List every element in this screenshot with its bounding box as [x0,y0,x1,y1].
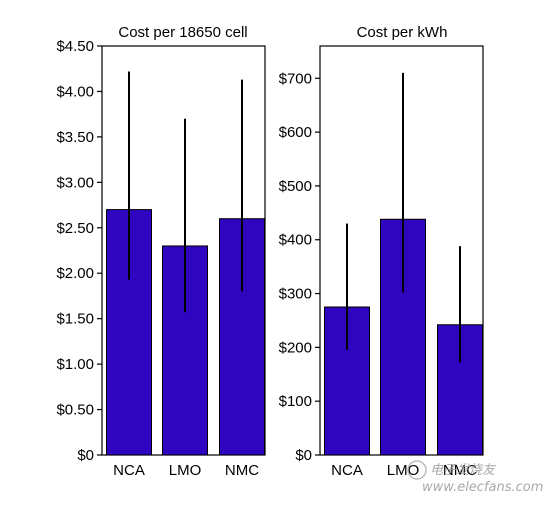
y-tick-label-kwh-cost: $600 [279,124,312,141]
chart-title-cell-cost: Cost per 18650 cell [118,24,247,41]
y-tick-label-cell-cost: $4.50 [56,38,94,55]
y-tick-label-cell-cost: $4.00 [56,83,94,100]
y-tick-label-cell-cost: $2.50 [56,220,94,237]
category-label-cell-cost-nmc: NMC [225,462,259,479]
watermark-logo-icon [407,460,427,480]
category-label-kwh-cost-nmc: NMC [443,462,477,479]
y-tick-label-cell-cost: $0 [77,447,94,464]
y-tick-label-cell-cost: $1.50 [56,311,94,328]
y-tick-label-kwh-cost: $200 [279,339,312,356]
y-tick-label-kwh-cost: $100 [279,393,312,410]
y-tick-label-kwh-cost: $700 [279,70,312,87]
y-tick-label-cell-cost: $3.50 [56,129,94,146]
chart-cell-cost: Cost per 18650 cell $0 $0.50 $1.00 $1.50 $2.… [56,24,266,479]
category-label-cell-cost-lmo: LMO [169,462,202,479]
y-tick-label-kwh-cost: $500 [279,178,312,195]
y-tick-label-cell-cost: $2.00 [56,265,94,282]
y-tick-label-kwh-cost: $0 [295,447,312,464]
watermark-logo-text: 电子发烧友 [430,463,497,478]
chart-title-kwh-cost: Cost per kWh [357,24,448,41]
y-tick-label-cell-cost: $1.00 [56,356,94,373]
category-label-cell-cost-nca: NCA [113,462,145,479]
y-tick-label-kwh-cost: $400 [279,232,312,249]
y-tick-label-cell-cost: $0.50 [56,402,94,419]
chart-kwh-cost: Cost per kWh $0 $100 $200 $300 $400 $500 $600 $… [279,24,484,479]
watermark: 电子发烧友 www.elecfans.com [407,460,543,495]
y-tick-label-cell-cost: $3.00 [56,174,94,191]
watermark-url: www.elecfans.com [422,480,543,495]
category-label-kwh-cost-lmo: LMO [387,462,420,479]
category-label-kwh-cost-nca: NCA [331,462,363,479]
y-tick-label-kwh-cost: $300 [279,286,312,303]
